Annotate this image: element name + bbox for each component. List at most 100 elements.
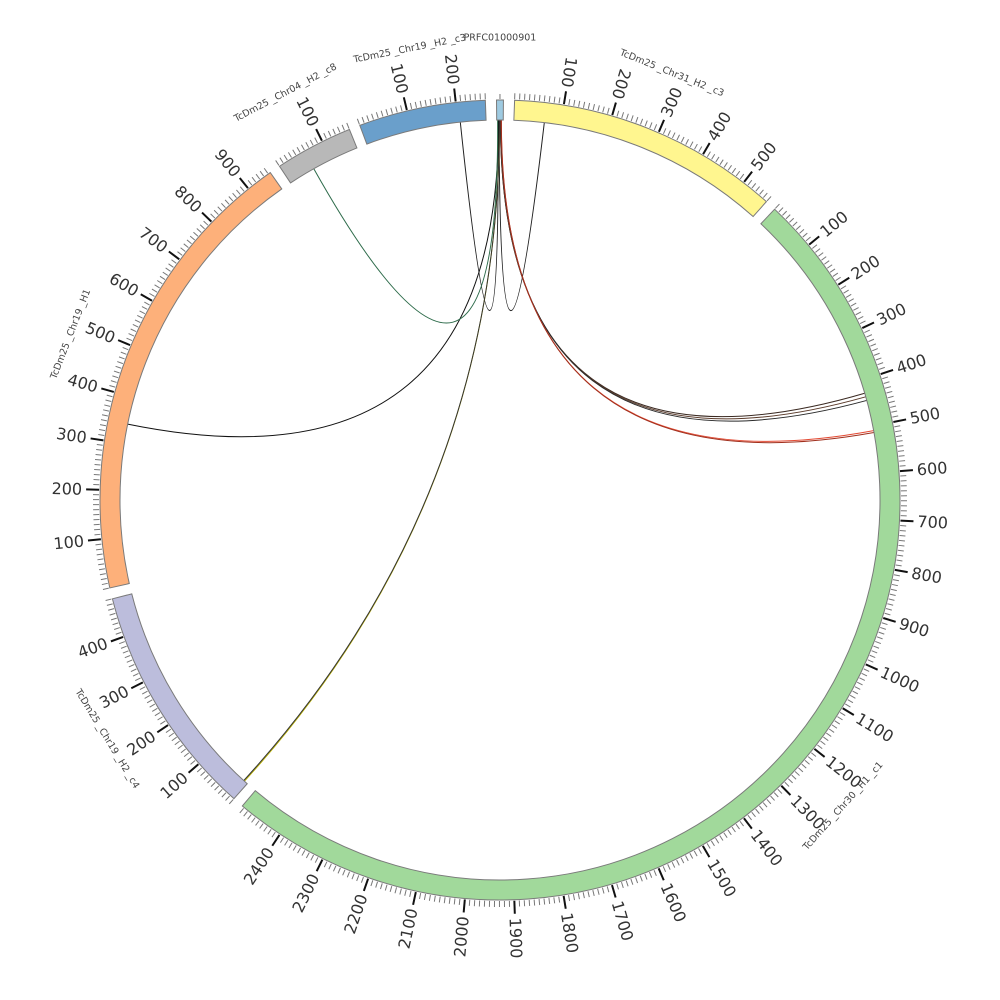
major-tick [701,845,711,858]
minor-tick [100,419,107,422]
minor-tick [128,664,135,668]
major-tick [315,859,324,872]
minor-tick [616,110,620,117]
minor-tick [267,829,272,835]
minor-tick [110,380,117,383]
major-tick [562,895,567,909]
minor-tick [115,631,122,635]
major-tick [780,785,792,796]
tick-label: 500 [908,403,942,428]
minor-tick [144,301,150,306]
minor-tick [774,203,780,209]
minor-tick [119,641,126,645]
minor-tick [606,886,610,893]
minor-tick [897,554,904,557]
minor-tick [894,425,901,428]
minor-tick [848,298,854,303]
minor-tick [898,539,905,542]
minor-tick [423,893,427,901]
minor-tick [104,404,111,407]
minor-tick [558,97,561,104]
tick-label: 1600 [657,880,691,925]
minor-tick [439,97,442,104]
minor-tick [370,880,374,887]
major-tick [87,538,102,542]
minor-tick [864,329,871,334]
minor-tick [602,106,605,113]
minor-tick [196,228,202,233]
tick-label: 900 [211,145,245,181]
minor-tick [653,870,657,876]
minor-tick [855,311,862,316]
minor-tick [433,895,436,902]
minor-tick [548,897,551,905]
minor-tick [762,192,768,198]
minor-tick [390,107,393,114]
minor-tick [243,811,248,817]
minor-tick [247,814,252,820]
minor-tick [297,847,301,854]
segment-TcDm25_Chr19_H1 [99,171,283,589]
minor-tick [141,690,148,695]
minor-tick [880,626,887,630]
minor-tick [224,199,230,205]
segment-TcDm25_Chr30_H1_c1 [241,208,901,901]
minor-tick [193,231,199,237]
minor-tick [132,673,139,677]
minor-tick [859,320,866,325]
minor-tick [607,107,610,114]
minor-tick [895,564,902,567]
major-tick [743,817,753,830]
minor-tick [96,548,103,551]
tick-label: 2000 [450,916,472,958]
minor-tick [872,348,878,352]
tick-label: 100 [816,207,852,241]
major-tick [156,724,169,734]
tick-label: 800 [171,182,206,217]
minor-tick [538,899,541,906]
minor-tick [897,445,904,447]
minor-tick [144,695,151,699]
minor-tick [443,897,446,904]
segment-TcDm25_Chr19_H2_c3 [359,99,487,145]
minor-tick [203,774,209,780]
minor-tick [897,549,904,552]
minor-tick [217,788,223,794]
minor-tick [694,143,698,150]
minor-tick [419,892,422,900]
minor-tick [625,880,629,887]
minor-tick [871,650,878,654]
minor-tick [885,608,892,611]
link-ribbon [459,120,499,311]
minor-tick [897,450,905,452]
link-ribbon [244,119,501,782]
minor-tick [667,864,671,870]
tick-label: 100 [292,94,323,130]
minor-tick [105,399,112,402]
minor-tick [676,134,680,141]
tick-label: 300 [96,682,132,713]
tick-label: 300 [874,299,910,329]
minor-tick [96,553,103,556]
minor-tick [811,244,818,249]
minor-tick [735,823,740,830]
minor-tick [680,857,685,864]
minor-tick [314,137,318,144]
minor-tick [438,896,441,903]
minor-tick [186,239,192,245]
minor-tick [296,146,301,153]
minor-tick [834,720,841,725]
tick-label: 300 [657,84,687,120]
minor-tick [160,720,166,725]
minor-tick [453,898,456,905]
minor-tick [429,98,432,106]
minor-tick [824,260,830,265]
minor-tick [221,202,226,209]
minor-tick [183,243,189,248]
minor-tick [727,165,732,171]
links-layer [127,119,875,782]
minor-tick [751,183,757,189]
minor-tick [789,217,795,223]
